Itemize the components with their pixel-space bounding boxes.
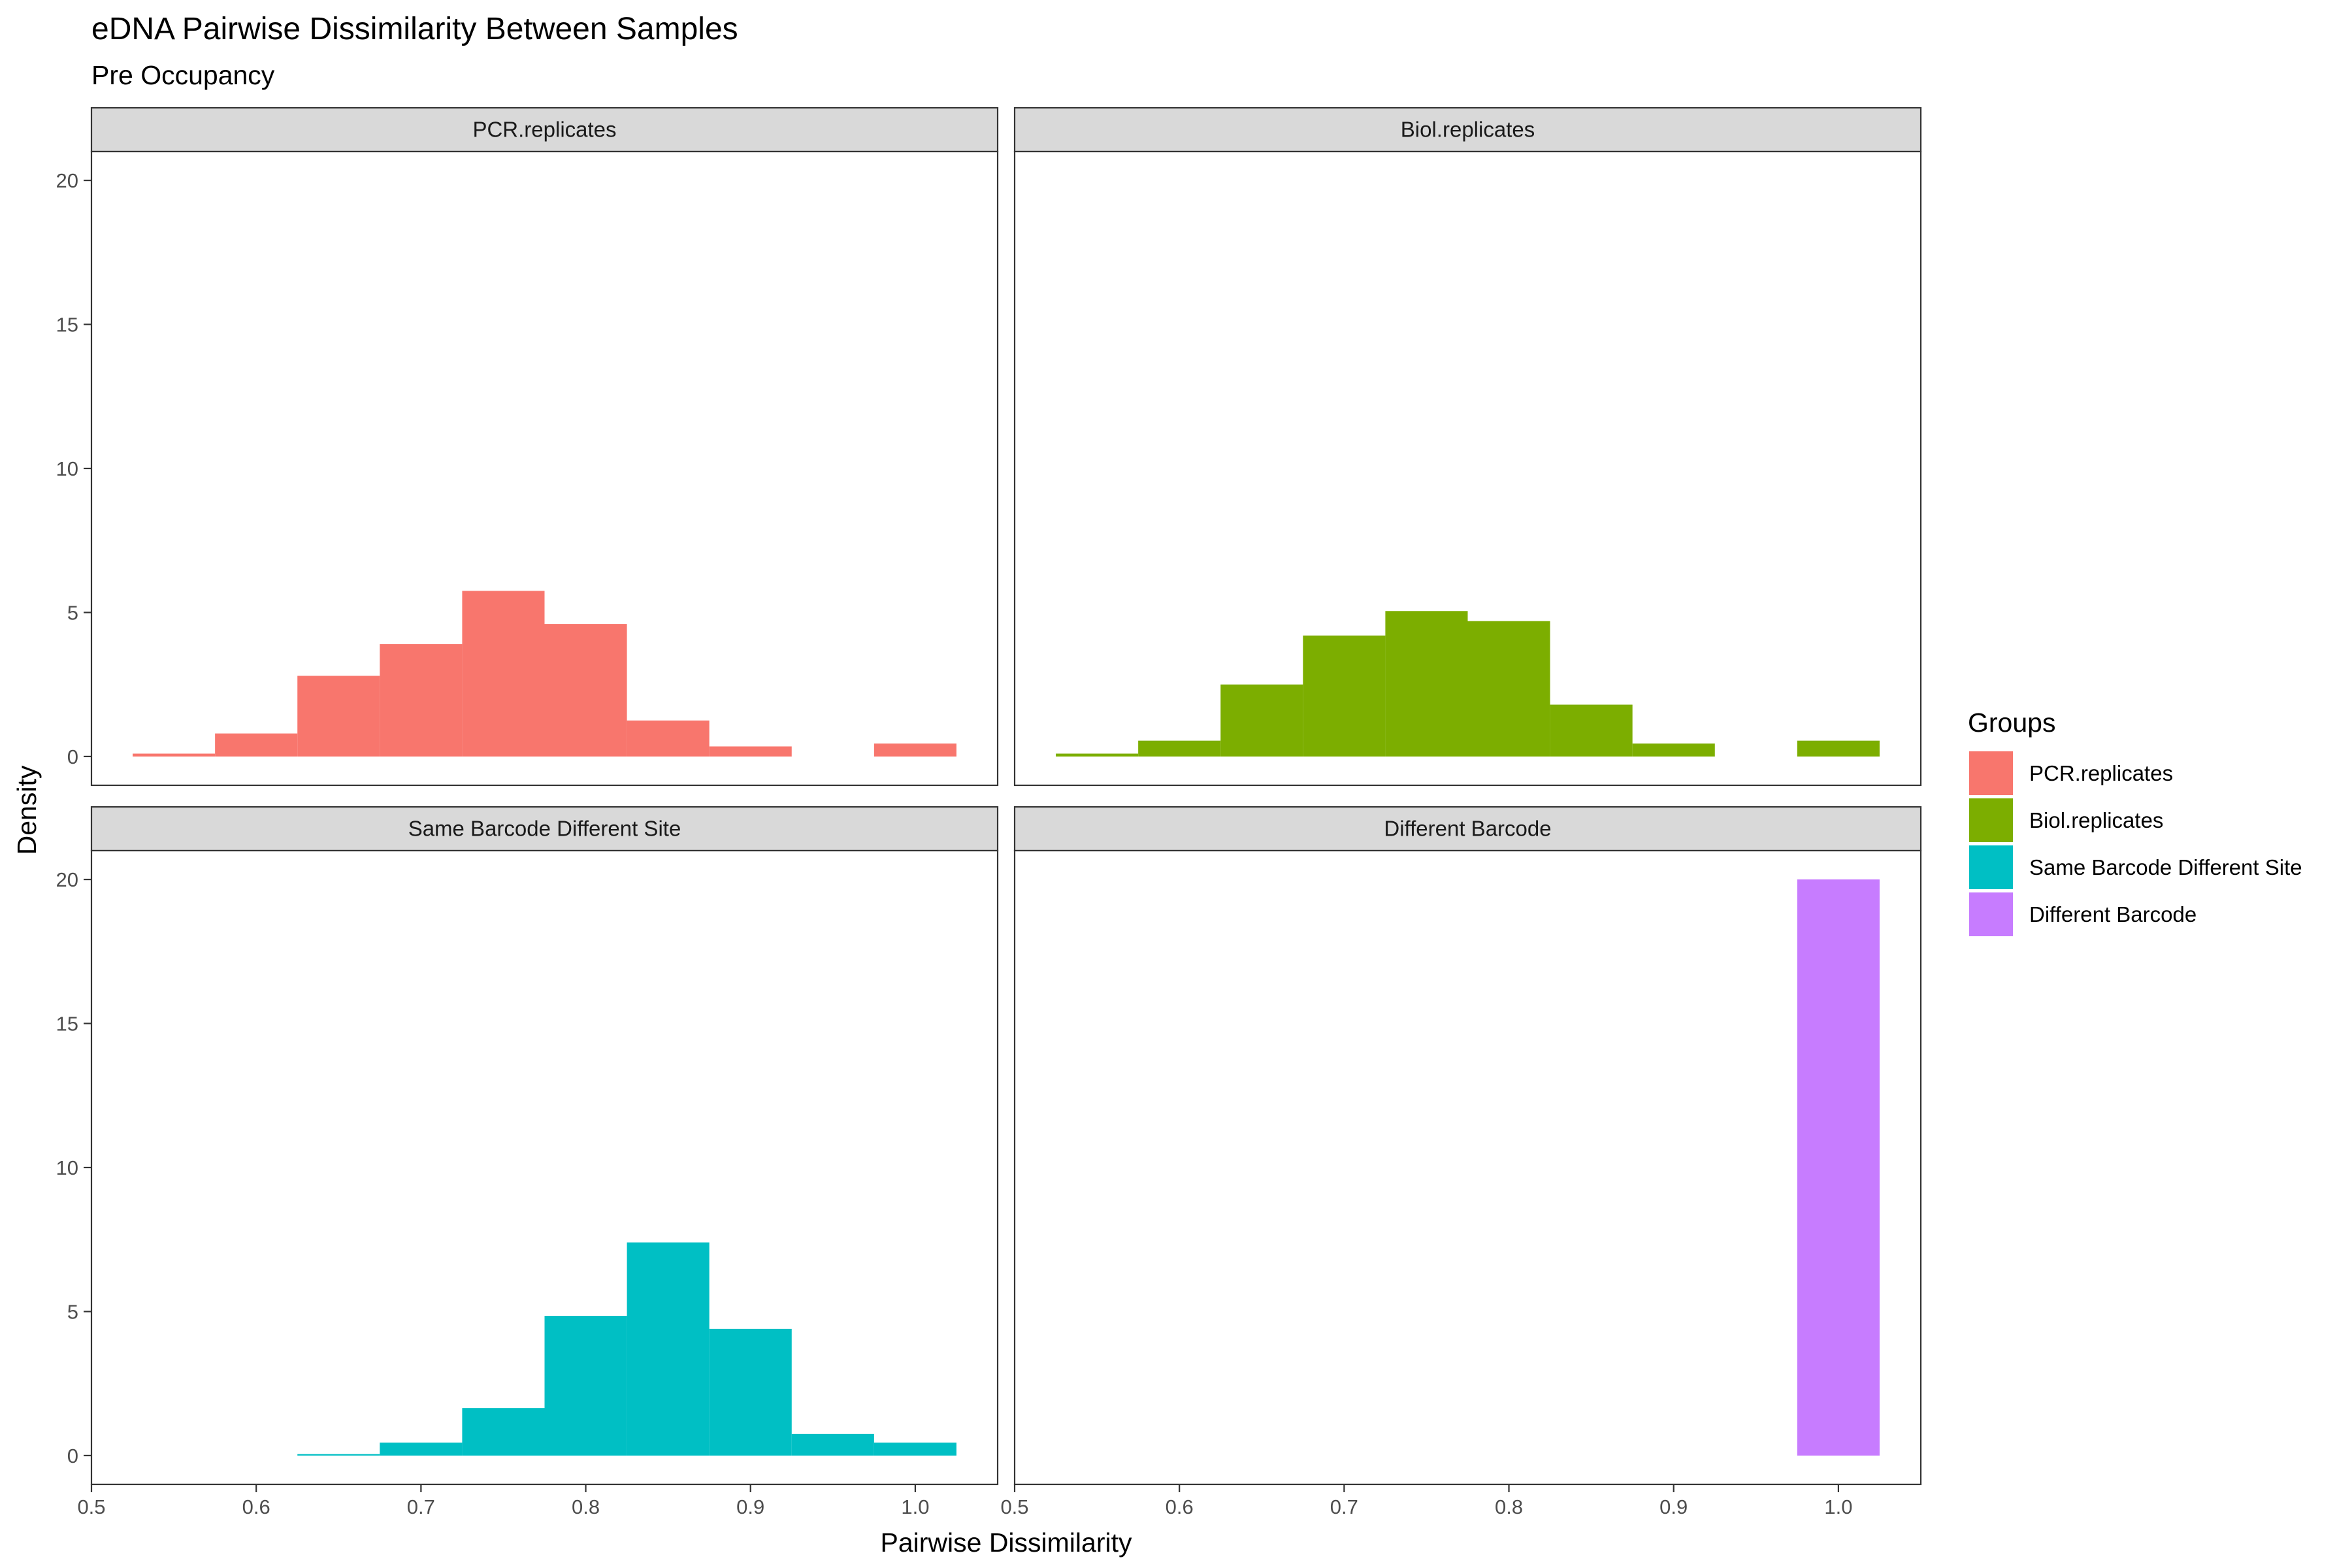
legend-label: Same Barcode Different Site <box>2029 855 2302 879</box>
panel-border <box>1013 849 1922 1486</box>
histogram-bar <box>297 676 380 757</box>
y-tick-label: 20 <box>56 868 78 891</box>
plot-area <box>1015 851 1921 1484</box>
x-axis-title: Pairwise Dissimilarity <box>881 1527 1132 1558</box>
panels-layer: PCR.replicates 0 5 10 15 20 Biol.replicates Sam… <box>56 106 1922 1518</box>
panel-different-barcode: Different Barcode 0.5 0.6 0.7 0.8 0.9 1.0 <box>1000 806 1922 1518</box>
strip-label: Different Barcode <box>1384 817 1551 841</box>
x-tick-label: 0.8 <box>1495 1495 1523 1518</box>
x-tick-label: 0.7 <box>407 1495 435 1518</box>
strip-label: PCR.replicates <box>472 118 616 142</box>
y-tick-label: 10 <box>56 457 78 480</box>
panel-biol-replicates: Biol.replicates <box>1013 106 1922 787</box>
y-tick-label: 10 <box>56 1156 78 1179</box>
x-tick-label: 0.6 <box>1166 1495 1194 1518</box>
y-tick-label: 0 <box>67 1445 78 1467</box>
x-tick-label: 0.7 <box>1330 1495 1358 1518</box>
x-tick-label: 0.9 <box>1659 1495 1688 1518</box>
histogram-bar <box>462 1408 545 1456</box>
legend-item-different-barcode: Different Barcode <box>1969 892 2197 936</box>
legend-swatch <box>1969 845 2013 889</box>
strip-biol-replicates <box>1013 106 1922 153</box>
y-tick-label: 15 <box>56 1013 78 1036</box>
legend: Groups PCR.replicates Biol.replicates Same… <box>1968 708 2302 936</box>
legend-label: PCR.replicates <box>2029 761 2173 785</box>
histogram-bar <box>1550 704 1633 757</box>
histogram-bar <box>627 1242 710 1456</box>
legend-item-biol-replicates: Biol.replicates <box>1969 798 2163 842</box>
histogram-bar <box>1797 740 1880 757</box>
histogram-bar <box>1632 743 1715 757</box>
x-tick-label: 0.5 <box>1000 1495 1028 1518</box>
x-tick-label: 0.6 <box>242 1495 270 1518</box>
panel-pcr-replicates: PCR.replicates 0 5 10 15 20 <box>56 106 999 787</box>
legend-title: Groups <box>1968 708 2055 738</box>
strip-label: Biol.replicates <box>1401 118 1535 142</box>
legend-label: Different Barcode <box>2029 902 2197 926</box>
y-tick-label: 5 <box>67 601 78 624</box>
histogram-bar <box>1385 611 1468 757</box>
histogram-bar <box>1056 753 1139 757</box>
panel-border <box>1013 150 1922 787</box>
histogram-bar <box>1797 879 1880 1456</box>
panel-same-barcode-different-site: Same Barcode Different Site 0 5 10 15 20 0.5 0.… <box>56 806 999 1518</box>
legend-swatch <box>1969 751 2013 795</box>
histogram-bar <box>709 746 792 757</box>
histogram-bar <box>1138 740 1221 757</box>
histogram-bar <box>874 1443 956 1456</box>
histogram-bar <box>1303 635 1386 757</box>
x-tick-label: 0.5 <box>77 1495 105 1518</box>
histogram-bar <box>380 644 463 757</box>
legend-label: Biol.replicates <box>2029 808 2163 832</box>
histogram-bar <box>462 591 545 757</box>
histogram-bar <box>380 1443 463 1456</box>
chart-subtitle: Pre Occupancy <box>91 60 275 90</box>
histogram-bar <box>215 733 298 757</box>
histogram-bar <box>133 753 216 757</box>
histogram-bar <box>297 1454 380 1456</box>
histogram-bar <box>791 1433 874 1456</box>
strip-different-barcode <box>1013 806 1922 852</box>
x-tick-label: 0.8 <box>572 1495 600 1518</box>
histogram-bar <box>709 1328 792 1456</box>
strip-same-barcode-different-site <box>90 806 999 852</box>
histogram-bar <box>874 743 956 757</box>
histogram-bar <box>1467 621 1550 757</box>
y-tick-label: 15 <box>56 314 78 336</box>
histogram-bar <box>627 720 710 757</box>
y-tick-label: 0 <box>67 745 78 768</box>
histogram-bar <box>544 624 627 757</box>
y-tick-label: 20 <box>56 169 78 192</box>
x-tick-label: 1.0 <box>901 1495 929 1518</box>
legend-items: PCR.replicates Biol.replicates Same Barcod… <box>1969 751 2302 936</box>
histogram-bar <box>544 1316 627 1456</box>
legend-swatch <box>1969 798 2013 842</box>
legend-item-same-barcode-different-site: Same Barcode Different Site <box>1969 845 2302 889</box>
histogram-bar <box>1220 684 1303 757</box>
strip-label: Same Barcode Different Site <box>408 817 681 841</box>
y-tick-label: 5 <box>67 1300 78 1323</box>
legend-swatch <box>1969 892 2013 936</box>
chart-title: eDNA Pairwise Dissimilarity Between Samp… <box>91 12 738 46</box>
x-tick-label: 0.9 <box>736 1495 764 1518</box>
strip-pcr-replicates <box>90 106 999 153</box>
y-axis-title: Density <box>12 765 42 855</box>
x-tick-label: 1.0 <box>1824 1495 1852 1518</box>
legend-item-pcr-replicates: PCR.replicates <box>1969 751 2173 795</box>
